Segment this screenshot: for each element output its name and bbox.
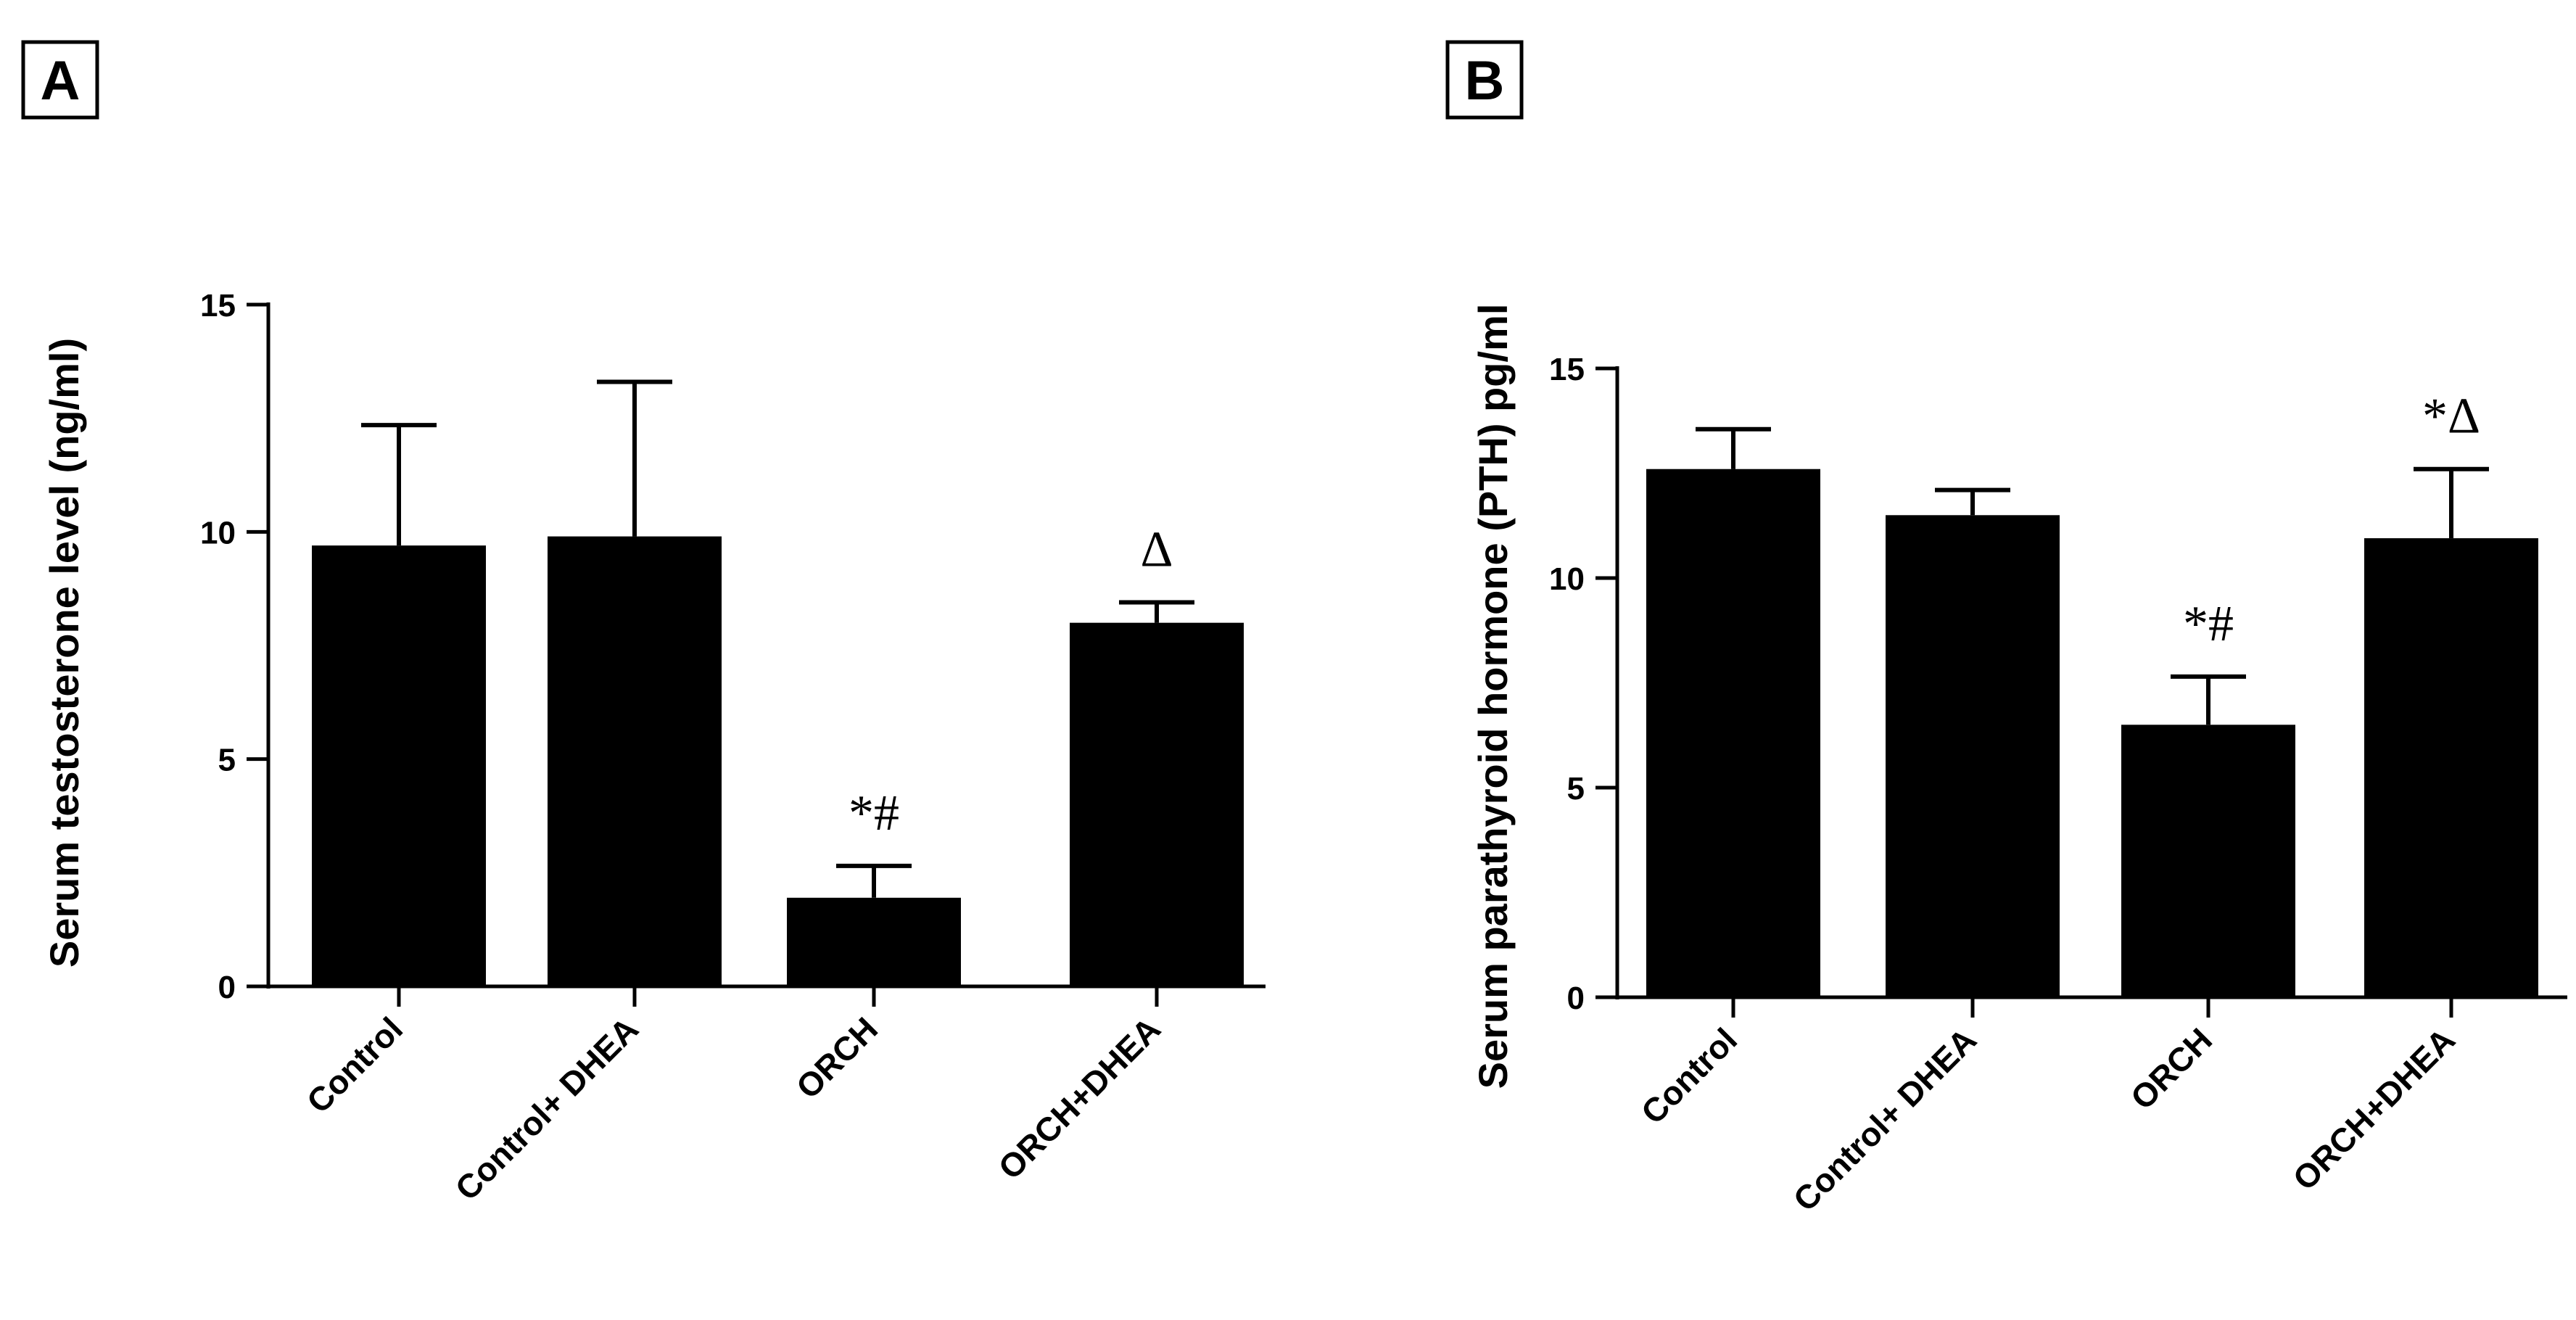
panel-a-bar-2 xyxy=(787,897,961,986)
panel-a-label: A xyxy=(41,50,80,112)
panel-a-bar-1 xyxy=(548,536,722,986)
panel-b-label: B xyxy=(1465,50,1505,112)
panel-b-y-tick-label-0: 0 xyxy=(1567,981,1585,1016)
panel-a-y-tick-label-0: 0 xyxy=(218,970,236,1005)
panel-b-y-axis-label: Serum parathyroid hormone (PTH) pg/ml xyxy=(1470,304,1516,1089)
panel-a-bar-0 xyxy=(312,545,486,986)
panel-b-bar-3 xyxy=(2364,538,2538,997)
panel-b-error-bar-0 xyxy=(1696,426,1771,469)
panel-b-annotation-3: *Δ xyxy=(2422,389,2480,445)
panel-b-error-bar-2 xyxy=(2171,674,2246,725)
panel-b-annotation-2: *# xyxy=(2183,596,2234,652)
panel-a-label-box: A xyxy=(21,40,99,120)
panel-a-y-tick-label-1: 5 xyxy=(218,743,236,778)
panel-a-annotation-2: *# xyxy=(849,785,899,841)
panel-b-error-bar-3 xyxy=(2414,466,2489,539)
panel-a-y-tick-label-2: 10 xyxy=(200,515,236,550)
panel-b-y-tick-label-1: 5 xyxy=(1567,771,1585,807)
panel-b-bar-0 xyxy=(1646,469,1820,997)
panel-b-error-bar-1 xyxy=(1935,487,2010,516)
panel-b-bar-2 xyxy=(2121,725,2295,997)
panel-b-bar-1 xyxy=(1886,515,2060,997)
panel-a-y-axis-label: Serum testosterone level (ng/ml) xyxy=(41,338,87,968)
panel-b-y-tick-label-2: 10 xyxy=(1549,561,1585,597)
panel-a-error-bar-0 xyxy=(361,423,437,546)
panel-b-label-box: B xyxy=(1445,40,1524,120)
panel-a-bar-3 xyxy=(1070,622,1244,986)
panel-a-y-tick-label-3: 15 xyxy=(200,288,236,323)
panel-a-annotation-3: Δ xyxy=(1140,521,1173,577)
panel-a-error-bar-2 xyxy=(836,863,912,898)
panel-b-y-tick-label-3: 15 xyxy=(1549,352,1585,387)
panel-a-error-bar-1 xyxy=(597,379,672,537)
panel-a-error-bar-3 xyxy=(1119,600,1194,623)
